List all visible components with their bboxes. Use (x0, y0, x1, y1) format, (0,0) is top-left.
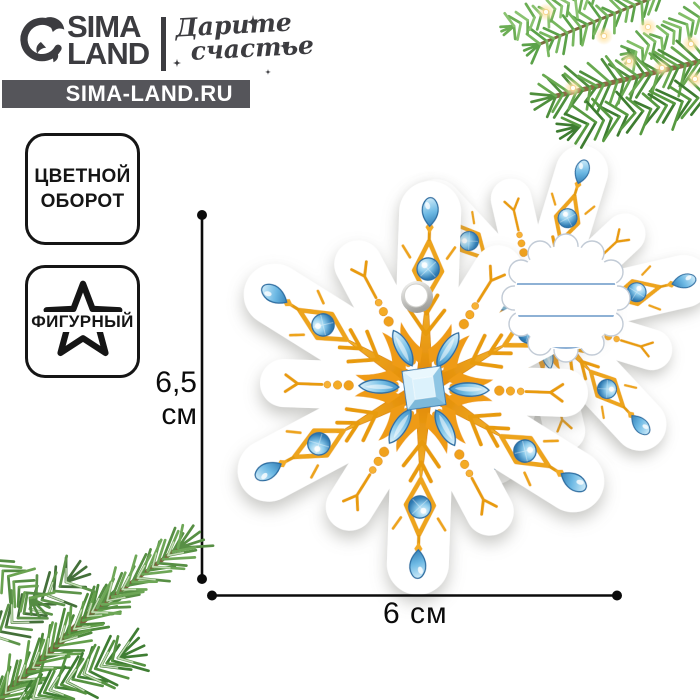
pine-needles (626, 1, 700, 73)
brand-line1: SIMA (67, 9, 142, 44)
fairy-light-core (570, 85, 576, 91)
pine-needles (0, 559, 51, 619)
tagline-line2: счастье (189, 30, 315, 66)
pine-branch-bottom-left (0, 523, 215, 700)
badge-color-back: ЦВЕТНОЙ ОБОРОТ (25, 133, 140, 245)
dimension-lines (197, 210, 622, 601)
height-value: 6,5 (155, 366, 197, 399)
website-bar: SIMA-LAND.RU (2, 80, 250, 108)
badge1-line1: ЦВЕТНОЙ (34, 166, 131, 187)
fairy-light-core (601, 33, 607, 39)
badge2-label: ФИГУРНЫЙ (30, 311, 135, 332)
fairy-lights (537, 3, 700, 97)
website-url: SIMA-LAND.RU (65, 81, 233, 106)
badge-shaped: ФИГУРНЫЙ (25, 265, 140, 378)
frost-needles (18, 641, 134, 700)
fairy-light-core (543, 9, 549, 15)
star-icon (43, 280, 122, 356)
pine-needles (521, 0, 662, 65)
pine-needles (525, 0, 656, 58)
brand-line2: LAND (67, 36, 150, 71)
fairy-light-core (659, 65, 665, 71)
pine-needles (0, 564, 56, 613)
fairy-light-core (688, 41, 694, 47)
frost-needles (91, 541, 185, 614)
fairy-light-core (692, 76, 698, 82)
badge1-line2: ОБОРОТ (40, 191, 125, 212)
brand-wordmark: SIMA LAND (67, 9, 150, 71)
fairy-light-core (645, 24, 651, 30)
pine-branch-top-right (499, 0, 700, 149)
pine-needles (90, 524, 215, 614)
hang-hole (401, 281, 433, 313)
writing-panel (501, 233, 631, 363)
logo-divider (161, 17, 166, 71)
width-label: 6 см (383, 597, 448, 630)
height-unit: см (161, 398, 197, 431)
dolphin-icon (20, 17, 65, 63)
fairy-light-core (626, 58, 632, 64)
brand-tagline: Дарите счастье (175, 8, 315, 66)
pine-needles (555, 79, 700, 149)
